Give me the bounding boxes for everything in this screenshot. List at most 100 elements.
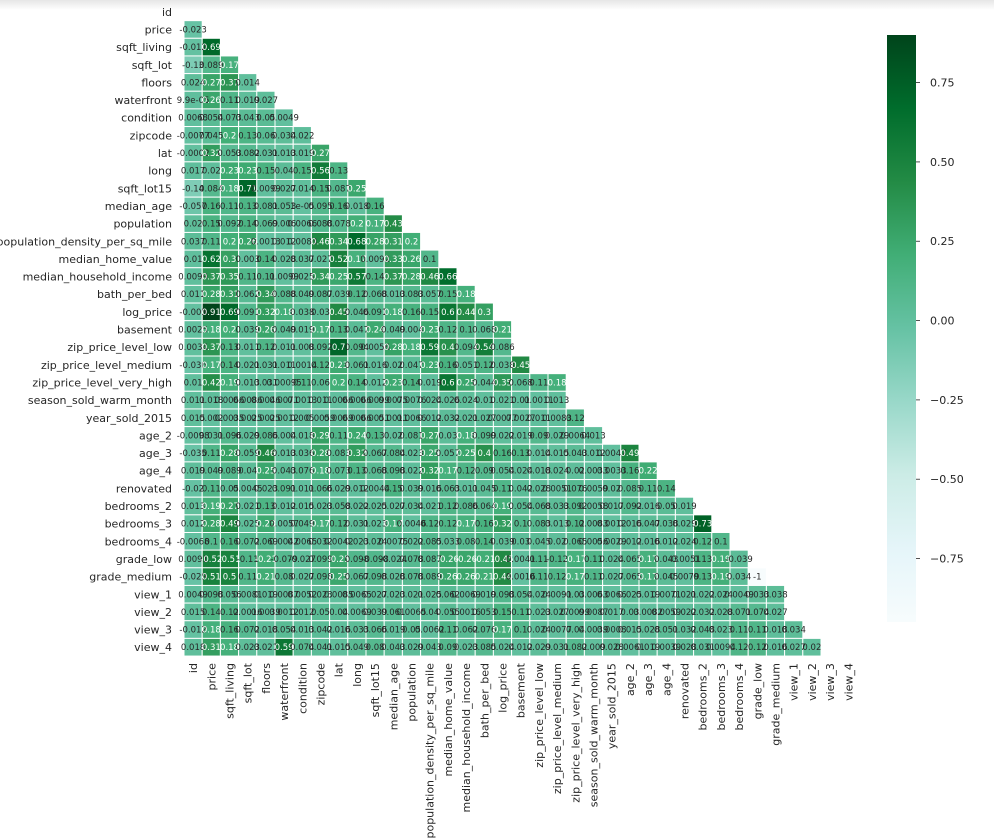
cell-label: 0.26 [438, 573, 457, 583]
cell-label: 0.1 [423, 255, 437, 265]
cell-label: 0.011 [527, 414, 551, 424]
cell-label: 0.37 [220, 78, 239, 88]
cell-label: 0.009 [581, 643, 605, 653]
cell-label: 0.34 [311, 273, 330, 283]
cell-label: 0.029 [236, 431, 260, 441]
cell-label: 0.7 [332, 343, 346, 353]
cell-label: 0.32 [347, 449, 366, 459]
cell-label: 0.0077 [542, 626, 572, 636]
x-tick-label: renovated [679, 663, 692, 719]
cell-label: 0.012 [272, 237, 296, 247]
cell-label: 0.51 [202, 573, 221, 583]
cell-label: 0.012 [272, 502, 296, 512]
cell-label: 0.18 [311, 467, 330, 477]
cell-label: 0.12 [548, 573, 567, 583]
cell-label: 0.043 [272, 467, 296, 477]
cell-label: 0.042 [509, 484, 533, 494]
cell-label: 0.019 [290, 149, 314, 159]
cell-label: 0.051 [454, 361, 478, 371]
cell-label: 0.016 [636, 537, 660, 547]
cell-label: 0.043 [654, 555, 678, 565]
cell-label: 0.092 [217, 220, 241, 230]
cell-label: 0.18 [402, 343, 421, 353]
cell-label: 0.012 [581, 449, 605, 459]
cell-label: 0.019 [381, 626, 405, 636]
cell-label: 0.27 [220, 502, 239, 512]
cell-label: 0.0099 [360, 396, 390, 406]
cell-label: 0.0066 [324, 396, 354, 406]
cell-label: 0.042 [308, 626, 332, 636]
cell-label: 0.09 [438, 643, 457, 653]
cell-label: 0.46 [256, 449, 275, 459]
cell-label: -0.057 [179, 202, 206, 212]
y-tick-label: price [145, 23, 173, 36]
cell-label: 0.16 [402, 308, 421, 318]
cell-label: 0.56 [311, 167, 330, 177]
y-tick-label: log_price [122, 306, 172, 319]
cell-label: 0.16 [493, 449, 512, 459]
x-tick-label: sqft_lot [242, 662, 255, 703]
x-tick-label: view_3 [824, 663, 837, 701]
cell-label: 0.27 [420, 431, 439, 441]
y-tick-label: id [162, 6, 172, 19]
cell-label: 0.17 [220, 61, 239, 71]
cell-label: 0.014 [290, 184, 314, 194]
cell-label: 0.076 [290, 467, 314, 477]
cell-label: 0.033 [436, 537, 460, 547]
cell-label: 0.018 [763, 626, 787, 636]
cell-label: 0.25 [256, 467, 275, 477]
cell-label: 0.25 [457, 378, 476, 388]
cell-label: 0.026 [436, 396, 460, 406]
cell-label: 0.024 [490, 643, 514, 653]
cell-label: 0.084 [199, 184, 223, 194]
cell-label: 0.012 [181, 520, 205, 530]
cell-label: 0.0086 [233, 396, 263, 406]
cell-label: 0.68 [347, 237, 366, 247]
cell-label: 0.018 [527, 467, 551, 477]
x-tick-label: sqft_living [224, 663, 237, 719]
cell-label: 0.14 [220, 361, 239, 371]
heatmap-cell [802, 637, 822, 657]
cell-label: 0.11 [748, 626, 767, 636]
colorbar-gradient [887, 35, 916, 622]
y-tick-label: bedrooms_3 [105, 518, 172, 531]
x-tick-label: bedrooms_2 [697, 663, 710, 730]
cell-label: 0.073 [327, 467, 351, 477]
cell-label: 0.072 [236, 537, 260, 547]
cell-label: -0.25 [328, 555, 350, 565]
cell-label: 0.061 [345, 361, 369, 371]
cell-label: 0.32 [202, 149, 221, 159]
cell-label: 0.12 [438, 520, 457, 530]
y-tick-label: year_sold_2015 [86, 412, 172, 425]
cell-label: 0.098 [308, 573, 332, 583]
cell-label: 0.039 [363, 608, 387, 618]
cell-label: 0.0075 [378, 396, 408, 406]
cell-label: 0.14 [366, 273, 385, 283]
cell-label: 0.012 [290, 608, 314, 618]
cell-label: 0.015 [290, 502, 314, 512]
cell-label: -0.0068 [177, 537, 210, 547]
cell-label: 0.023 [381, 590, 405, 600]
cell-label: 0.054 [509, 590, 533, 600]
cell-label: 0.1 [205, 537, 219, 547]
cell-label: 0.098 [199, 590, 223, 600]
cell-label: 0.28 [202, 520, 221, 530]
cell-label: 0.083 [527, 520, 551, 530]
cell-label: 0.015 [181, 414, 205, 424]
cell-label: 0.02 [384, 431, 403, 441]
x-tick-label: view_4 [842, 663, 855, 701]
cell-label: 0.26 [238, 237, 257, 247]
cell-label: 0.0046 [397, 520, 427, 530]
cell-label: 0.12 [566, 414, 585, 424]
cell-label: 0.049 [199, 467, 223, 477]
cell-label: 0.021 [236, 361, 260, 371]
cell-label: 0.0099 [178, 273, 208, 283]
cell-label: 0.028 [600, 643, 624, 653]
cell-label: 0.032 [691, 608, 715, 618]
cell-label: 0.17 [202, 361, 221, 371]
cell-label: 0.043 [563, 449, 587, 459]
cell-label: 0.015 [327, 643, 351, 653]
cell-label: 0.0049 [724, 590, 754, 600]
cell-label: 0.066 [308, 484, 332, 494]
cell-label: 0.027 [272, 184, 296, 194]
